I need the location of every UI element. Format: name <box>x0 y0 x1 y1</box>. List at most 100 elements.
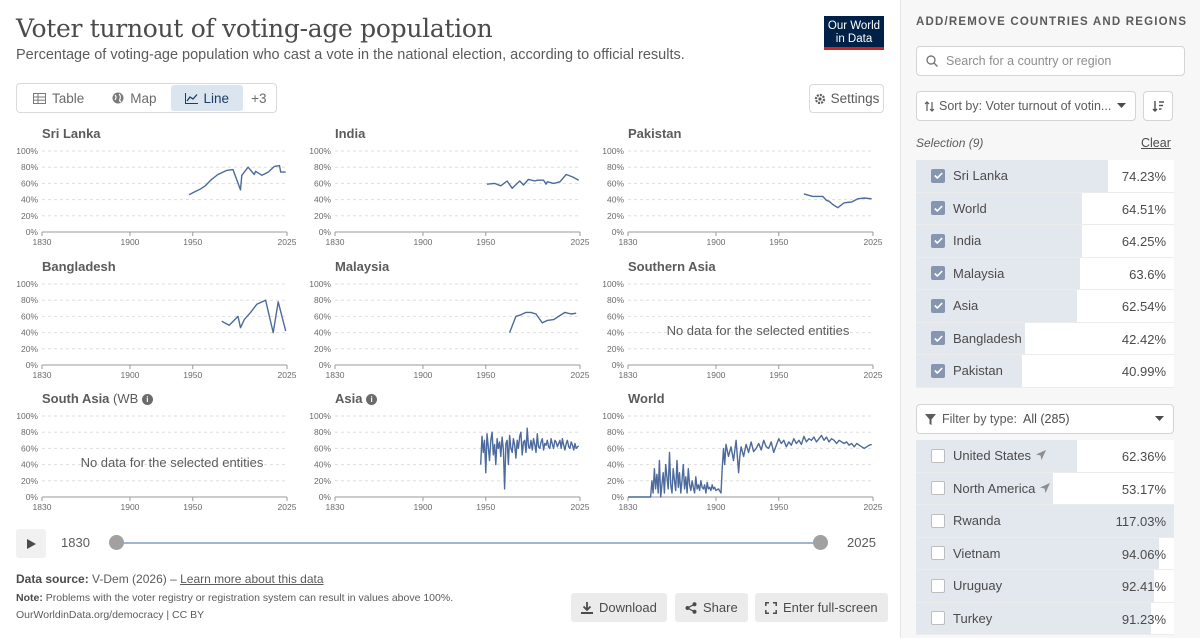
entity-row-malaysia[interactable]: Malaysia 63.6% <box>916 257 1174 290</box>
search-input[interactable]: Search for a country or region <box>916 46 1185 76</box>
series-line-world[interactable] <box>628 434 872 498</box>
timeline-start-handle[interactable] <box>109 535 124 550</box>
chart-panel-title: World <box>628 391 665 406</box>
info-icon[interactable]: i <box>366 394 378 405</box>
entity-row-india[interactable]: India 64.25% <box>916 225 1174 258</box>
y-tick-label: 0% <box>26 360 39 370</box>
series-line-bangladesh[interactable] <box>221 299 287 334</box>
series-line-malaysia[interactable] <box>508 311 577 333</box>
chart-southern-asia[interactable]: Southern Asia 0% 20% 40% 60% 80% 100% 1830 1900 1… <box>602 259 882 384</box>
chart-world[interactable]: World 0% 20% 40% 60% 80% 100% 1830 1900 1950 2025 <box>602 391 882 516</box>
chart-svg: 0% 20% 40% 60% 80% 100% 1830 1900 1950 2025 <box>309 146 589 247</box>
timeline-track[interactable] <box>116 542 820 544</box>
chart-svg: 0% 20% 40% 60% 80% 100% 1830 1900 1950 2025 <box>309 279 589 380</box>
entity-row-pakistan[interactable]: Pakistan 40.99% <box>916 355 1174 388</box>
entity-name-text: Turkey <box>953 610 993 626</box>
checkbox[interactable] <box>931 298 945 313</box>
series-line-pakistan[interactable] <box>803 193 872 209</box>
series-line-sri-lanka[interactable] <box>188 164 286 196</box>
series-line-asia[interactable] <box>480 427 580 490</box>
y-tick-label: 20% <box>21 344 38 354</box>
y-tick-label: 80% <box>314 295 331 305</box>
entity-row-world[interactable]: World 64.51% <box>916 192 1174 225</box>
tab-more[interactable]: +3 <box>243 85 274 111</box>
entity-row-turkey[interactable]: Turkey 91.23% <box>916 602 1174 635</box>
sort-order-button[interactable] <box>1143 91 1173 121</box>
entity-row-asia[interactable]: Asia 62.54% <box>916 290 1174 323</box>
source-url[interactable]: OurWorldinData.org/democracy | CC BY <box>16 609 205 621</box>
x-tick-label: 1830 <box>33 502 52 512</box>
entity-row-bangladesh[interactable]: Bangladesh 42.42% <box>916 322 1174 355</box>
series-line-india[interactable] <box>486 173 580 189</box>
entity-row-rwanda[interactable]: Rwanda 117.03% <box>916 505 1174 538</box>
entity-selector-panel: ADD/REMOVE COUNTRIES AND REGIONS Search … <box>900 0 1200 638</box>
entity-row-united-states[interactable]: United States 62.36% <box>916 440 1174 473</box>
checkbox[interactable] <box>931 266 945 281</box>
play-button[interactable] <box>16 529 46 558</box>
play-icon <box>26 538 36 549</box>
y-tick-label: 100% <box>16 146 38 156</box>
chart-pakistan[interactable]: Pakistan 0% 20% 40% 60% 80% 100% 1830 1900 1950 20… <box>602 126 882 251</box>
entity-row-uruguay[interactable]: Uruguay 92.41% <box>916 570 1174 603</box>
chart-bangladesh[interactable]: Bangladesh 0% 20% 40% 60% 80% 100% 1830 1900 1950… <box>16 259 296 384</box>
chart-panel-title: Sri Lanka <box>42 126 101 141</box>
entity-value: 74.23% <box>1121 169 1166 184</box>
sort-dropdown[interactable]: Sort by: Voter turnout of votin... <box>916 91 1136 121</box>
fullscreen-button[interactable]: Enter full-screen <box>755 593 888 622</box>
chart-panel-title-text: Southern Asia <box>628 259 716 274</box>
checkbox[interactable] <box>931 546 945 561</box>
owid-logo[interactable]: Our World in Data <box>824 16 884 50</box>
chart-svg: 0% 20% 40% 60% 80% 100% 1830 1900 1950 2025 <box>16 411 296 512</box>
checkbox[interactable] <box>931 363 945 378</box>
chart-panel-title-text: Malaysia <box>335 259 390 274</box>
checkbox[interactable] <box>931 611 945 626</box>
data-source: Data source: V-Dem (2026) – Learn more a… <box>16 572 324 586</box>
x-tick-label: 2025 <box>278 237 297 247</box>
y-tick-label: 20% <box>21 476 38 486</box>
share-button[interactable]: Share <box>675 593 748 622</box>
chart-south-asia[interactable]: South Asia (WB i 0% 20% 40% 60% 80% 100% 1830 19… <box>16 391 296 516</box>
y-tick-label: 100% <box>309 411 331 421</box>
chart-panel-title: Asia i <box>335 391 378 406</box>
x-tick-label: 1830 <box>619 370 638 380</box>
tab-map[interactable]: Map <box>98 85 170 111</box>
y-tick-label: 20% <box>314 476 331 486</box>
tab-table[interactable]: Table <box>19 85 98 111</box>
check-icon <box>933 335 943 342</box>
settings-button[interactable]: Settings <box>809 84 884 113</box>
checkbox[interactable] <box>931 233 945 248</box>
checkbox[interactable] <box>931 448 945 463</box>
y-tick-label: 80% <box>21 427 38 437</box>
checkbox[interactable] <box>931 513 945 528</box>
source-value: V-Dem (2026) – <box>92 572 177 586</box>
chart-sri-lanka[interactable]: Sri Lanka 0% 20% 40% 60% 80% 100% 1830 1900 1950 2… <box>16 126 296 251</box>
panel-heading: ADD/REMOVE COUNTRIES AND REGIONS <box>916 16 1188 28</box>
clear-button[interactable]: Clear <box>1141 136 1171 150</box>
checkbox[interactable] <box>931 331 945 346</box>
entity-row-vietnam[interactable]: Vietnam 94.06% <box>916 537 1174 570</box>
entity-name: India <box>953 233 981 248</box>
download-button[interactable]: Download <box>571 593 667 622</box>
timeline-end-handle[interactable] <box>813 535 828 550</box>
x-tick-label: 2025 <box>864 502 883 512</box>
tab-table-label: Table <box>52 90 85 106</box>
checkbox[interactable] <box>931 168 945 183</box>
tab-line[interactable]: Line <box>170 85 244 111</box>
filter-dropdown[interactable]: Filter by type: All (285) <box>916 404 1174 434</box>
y-tick-label: 40% <box>607 328 624 338</box>
entity-row-north-america[interactable]: North America 53.17% <box>916 472 1174 505</box>
chart-malaysia[interactable]: Malaysia 0% 20% 40% 60% 80% 100% 1830 1900 1950 20… <box>309 259 589 384</box>
chart-india[interactable]: India 0% 20% 40% 60% 80% 100% 1830 1900 1950 2025 <box>309 126 589 251</box>
x-tick-label: 1830 <box>326 370 345 380</box>
checkbox[interactable] <box>931 578 945 593</box>
y-tick-label: 100% <box>602 146 624 156</box>
checkbox[interactable] <box>931 481 945 496</box>
info-icon[interactable]: i <box>141 394 153 405</box>
source-label: Data source: <box>16 572 89 586</box>
checkbox[interactable] <box>931 201 945 216</box>
chart-asia[interactable]: Asia i 0% 20% 40% 60% 80% 100% 1830 1900 1950 2025 <box>309 391 589 516</box>
entity-row-sri-lanka[interactable]: Sri Lanka 74.23% <box>916 160 1174 193</box>
y-tick-label: 100% <box>16 411 38 421</box>
learn-more-link[interactable]: Learn more about this data <box>180 572 324 586</box>
check-icon <box>933 172 943 180</box>
